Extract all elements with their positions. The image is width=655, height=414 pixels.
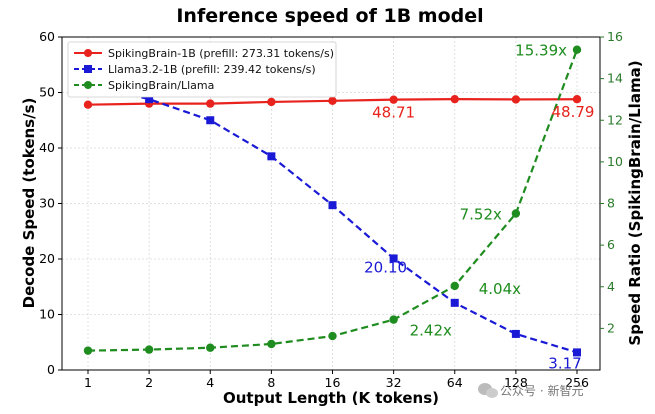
data-point [511,209,521,218]
data-point [328,96,337,106]
y2-tick-label: 12 [607,112,623,127]
y2-tick-label: 4 [607,279,615,294]
data-point [267,152,276,161]
watermark-text: 公众号 · 新智元 [500,383,583,398]
data-label: 48.79 [552,103,595,121]
data-point [389,315,398,324]
data-point [511,329,520,338]
data-label: 4.04x [479,280,521,298]
x-tick-label: 2 [145,375,153,390]
data-point [328,201,337,210]
data-point [389,95,398,104]
x-tick-label: 128 [504,375,528,390]
y2-tick-label: 14 [607,71,623,86]
data-point [389,254,398,263]
legend-marker [84,81,92,89]
legend-label: SpikingBrain-1B (prefill: 273.31 tokens/… [108,47,334,60]
data-label: 48.71 [372,104,415,122]
data-point [145,95,154,104]
y-tick-label: 0 [47,362,55,377]
legend-marker [84,49,92,57]
y-tick-label: 40 [39,140,55,155]
y-tick-label: 60 [39,29,55,44]
data-point [206,343,215,352]
data-point [450,298,459,307]
data-point [267,339,276,349]
y-axis-label: Decode Speed (tokens/s) [20,98,38,309]
y-axis-right: 2 4 6 8 10 12 14 16 [600,29,623,335]
data-point [206,116,215,125]
legend-label: SpikingBrain/Llama [108,79,214,92]
x-tick-label: 8 [267,375,275,390]
data-label: 15.39x [515,42,567,60]
data-point [450,281,459,291]
data-point [572,45,582,54]
y-axis-left: 0 10 20 30 40 50 60 [39,29,62,377]
y2-tick-label: 16 [607,29,623,44]
data-label: 3.17 [548,354,581,372]
legend-box [67,41,337,98]
y-tick-label: 50 [39,85,55,100]
data-point [144,345,154,354]
y-tick-label: 20 [39,251,55,266]
data-point [450,94,459,104]
x-tick-label: 64 [447,375,463,390]
series [83,45,582,357]
x-tick-label: 1 [84,375,92,390]
legend: SpikingBrain-1B (prefill: 273.31 tokens/… [67,41,337,98]
annotations: 48.71 48.79 20.10 3.17 2.42x 4.04x 7.52x 15.39x [364,42,594,373]
data-label: 20.10 [364,258,407,276]
y2-tick-label: 6 [607,237,615,252]
legend-label: Llama3.2-1B (prefill: 239.42 tokens/s) [108,63,316,76]
x-axis: 1 2 4 8 16 32 64 128 256 [84,370,589,390]
data-point [572,95,582,104]
data-label: 2.42x [410,322,452,340]
watermark: 公众号 · 新智元 [478,383,583,398]
y2-axis-label: Speed Ratio (SpikingBrain/Llama) [626,60,644,345]
wechat-icon [478,383,498,398]
chart-title: Inference speed of 1B model [176,5,483,27]
y-tick-label: 10 [39,307,55,322]
x-tick-label: 32 [386,375,402,390]
x-tick-label: 16 [325,375,341,390]
x-tick-label: 256 [565,375,589,390]
data-point [267,97,276,107]
data-point [573,348,581,357]
x-tick-label: 4 [206,375,214,390]
data-point [206,99,215,108]
y2-tick-label: 10 [607,154,623,169]
data-label: 7.52x [460,205,502,223]
data-point [511,95,521,104]
x-axis-label: Output Length (K tokens) [223,389,439,407]
legend-marker [84,65,92,73]
y2-tick-label: 2 [607,320,615,335]
data-point [83,100,93,109]
data-point [328,331,337,341]
data-point [83,346,93,355]
y-tick-label: 30 [39,196,55,211]
y2-tick-label: 8 [607,196,615,211]
